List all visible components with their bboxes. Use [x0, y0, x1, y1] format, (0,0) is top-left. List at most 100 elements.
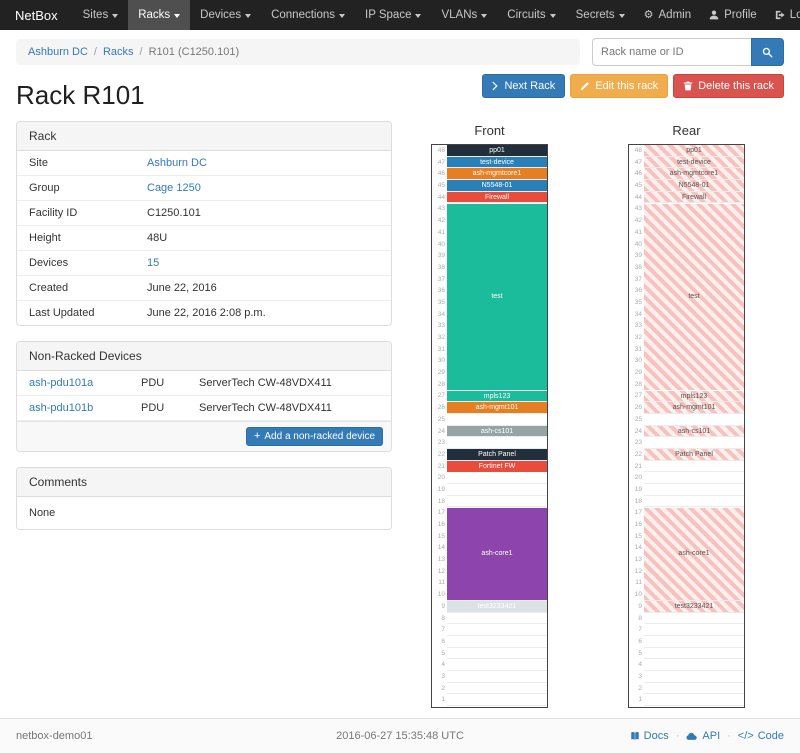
nav-item-secrets[interactable]: Secrets	[566, 0, 635, 30]
rack-unit-28	[447, 379, 547, 391]
device-role: PDU	[141, 377, 165, 389]
rack-unit-7	[447, 624, 547, 636]
delete-rack-button[interactable]: Delete this rack	[673, 74, 784, 98]
device-mpls123[interactable]: mpls123	[644, 390, 744, 402]
breadcrumb-item-r101-c1250-101: R101 (C1250.101)	[148, 46, 240, 58]
unit-number: 41	[634, 228, 642, 236]
device-firewall[interactable]: Firewall	[644, 191, 744, 203]
attr-label: Group	[29, 182, 60, 194]
next-rack-button[interactable]: Next Rack	[482, 74, 566, 98]
add-non-racked-label: Add a non-racked device	[264, 431, 375, 442]
edit-rack-button[interactable]: Edit this rack	[570, 74, 669, 98]
attr-value-link[interactable]: Cage 1250	[147, 182, 201, 194]
unit-number: 16	[634, 521, 642, 528]
attr-value: 15	[147, 257, 159, 269]
device-test3233421[interactable]: test3233421	[644, 601, 744, 612]
app-brand[interactable]: NetBox	[15, 7, 58, 23]
device-patch-panel[interactable]: Patch Panel	[447, 449, 547, 460]
attr-value: June 22, 2016	[147, 282, 217, 294]
rack-attr-row-group: Group Cage 1250	[17, 176, 391, 201]
rack-unit-46	[644, 168, 744, 181]
unit-number: 6	[638, 637, 642, 645]
unit-number: 16	[437, 521, 445, 528]
footer-link-docs[interactable]: Docs	[630, 730, 669, 742]
unit-number: 40	[634, 240, 642, 248]
footer-link-api[interactable]: API	[686, 730, 720, 742]
device-ash-cs101[interactable]: ash-cs101	[644, 425, 744, 437]
device-link-ash-pdu101b[interactable]: ash-pdu101b	[29, 402, 94, 414]
add-non-racked-button[interactable]: + Add a non-racked device	[245, 427, 383, 446]
front-unit-slots: pp01 test-device ash-mgmtcore1 N5548-01 Fire…	[447, 145, 547, 707]
device-pp01[interactable]: pp01	[644, 145, 744, 156]
breadcrumb-item-racks[interactable]: Racks	[102, 46, 134, 58]
attr-value: 48U	[147, 232, 168, 244]
unit-number: 7	[638, 626, 642, 634]
rack-unit-45	[644, 180, 744, 192]
nav-item-circuits[interactable]: Circuits	[497, 0, 565, 30]
rack-unit-18	[447, 496, 547, 508]
nav-item-vlans[interactable]: VLANs	[431, 0, 497, 30]
device-ash-mgmtcore1[interactable]: ash-mgmtcore1	[447, 168, 547, 180]
device-test-device[interactable]: test-device	[447, 156, 547, 168]
nav-item-label: Racks	[138, 9, 171, 21]
device-ash-core1[interactable]: ash-core1	[447, 507, 547, 601]
device-model: ServerTech CW-48VDX411	[199, 402, 332, 414]
device-test3233421[interactable]: test3233421	[447, 601, 547, 612]
comments-panel: Comments None	[16, 467, 392, 530]
breadcrumb-separator: /	[93, 46, 97, 58]
device-firewall[interactable]: Firewall	[447, 191, 547, 203]
rack-unit-7	[644, 624, 744, 636]
device-test[interactable]: test	[447, 203, 547, 390]
attr-value-link[interactable]: 15	[147, 257, 160, 269]
unit-number: 25	[634, 415, 642, 423]
device-n5548-01[interactable]: N5548-01	[447, 180, 547, 191]
unit-number: 36	[634, 287, 642, 295]
trash-icon	[683, 81, 693, 91]
device-ash-cs101[interactable]: ash-cs101	[447, 425, 547, 437]
unit-number: 27	[437, 392, 445, 400]
unit-number: 20	[437, 474, 445, 482]
nav-item-label: Devices	[200, 9, 242, 21]
device-ash-mgmtcore1[interactable]: ash-mgmtcore1	[644, 168, 744, 180]
unit-number: 30	[634, 357, 642, 365]
unit-number: 29	[634, 369, 642, 377]
nav-item-racks[interactable]: Racks	[128, 0, 191, 30]
breadcrumb-item-ashburn-dc[interactable]: Ashburn DC	[28, 46, 88, 58]
device-ash-mgmt101[interactable]: ash-mgmt101	[644, 402, 744, 414]
attr-value-link[interactable]: Ashburn DC	[147, 157, 207, 169]
device-mpls123[interactable]: mpls123	[447, 390, 547, 402]
device-n5548-01[interactable]: N5548-01	[644, 180, 744, 191]
device-fortinet-fw[interactable]: Fortinet FW	[447, 460, 547, 472]
rack-unit-4	[447, 659, 547, 671]
search-button[interactable]	[751, 38, 784, 66]
device-pp01[interactable]: pp01	[447, 145, 547, 156]
device-patch-panel[interactable]: Patch Panel	[644, 449, 744, 460]
unit-number: 24	[634, 427, 642, 435]
caret-down-icon	[245, 13, 252, 18]
search-input[interactable]	[592, 38, 751, 66]
unit-number: 31	[437, 345, 445, 353]
rack-unit-48	[447, 145, 547, 157]
attr-value: June 22, 2016 2:08 p.m.	[147, 307, 266, 319]
device-test[interactable]: test	[644, 203, 744, 390]
device-ash-core1[interactable]: ash-core1	[644, 507, 744, 601]
device-link-ash-pdu101a[interactable]: ash-pdu101a	[29, 377, 94, 389]
unit-number: 33	[634, 322, 642, 330]
user-icon	[709, 10, 719, 20]
rack-attr-row-created: Created June 22, 2016	[17, 276, 391, 301]
nav-item-sites[interactable]: Sites	[73, 0, 129, 30]
nav-item-profile[interactable]: Profile	[700, 0, 766, 30]
nav-item-label: VLANs	[441, 9, 478, 21]
logout-icon	[775, 10, 785, 20]
rack-unit-24	[447, 426, 547, 438]
device-test-device[interactable]: test-device	[644, 156, 744, 168]
device-ash-mgmt101[interactable]: ash-mgmt101	[447, 402, 547, 414]
nav-item-devices[interactable]: Devices	[190, 0, 261, 30]
nav-item-ip-space[interactable]: IP Space	[355, 0, 431, 30]
nav-item-admin[interactable]: ⚙ Admin	[635, 0, 700, 30]
plus-icon: +	[253, 430, 261, 442]
footer-link-code[interactable]: </> Code	[738, 730, 784, 742]
caret-down-icon	[618, 13, 625, 18]
nav-item-log-out[interactable]: Log out	[766, 0, 800, 30]
nav-item-connections[interactable]: Connections	[261, 0, 355, 30]
